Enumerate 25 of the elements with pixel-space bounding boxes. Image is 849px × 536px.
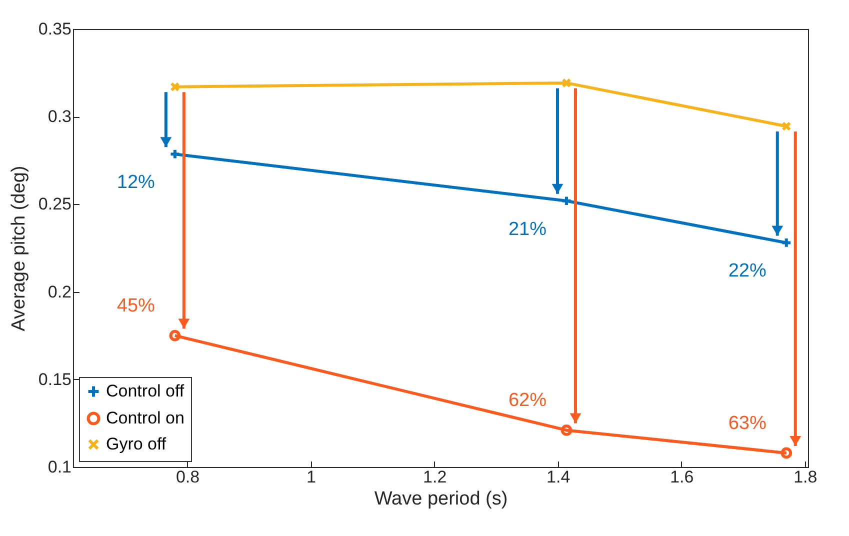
y-tick-label: 0.35 [38, 20, 72, 38]
x-tick-label: 1.6 [670, 468, 694, 486]
y-tick-label: 0.2 [48, 282, 72, 302]
y-tick-label: 0.15 [38, 370, 72, 389]
x-tick-label: 1.8 [794, 468, 818, 486]
y-tick-label: 0.25 [38, 194, 72, 214]
annotation: 45% [116, 296, 156, 317]
y-tick-label: 0.3 [48, 107, 72, 126]
y-tick-label: 0.1 [48, 458, 72, 476]
x-tick-label: 1.2 [423, 468, 447, 486]
legend-label: Control off [106, 382, 184, 400]
x-axis-title: Wave period (s) [374, 488, 508, 510]
point [560, 424, 572, 436]
annotation: 21% [508, 218, 547, 240]
annotation: 12% [116, 172, 156, 194]
x-tick-label: 1 [306, 468, 316, 486]
y-axis-title: Average pitch (deg) [8, 166, 30, 332]
annotation: 62% [508, 390, 547, 412]
x-tick-label: 0.8 [176, 468, 200, 486]
x-tick-label: 1.4 [546, 468, 570, 486]
point [562, 78, 572, 88]
legend-label: Control on [106, 408, 184, 428]
annotation: 63% [728, 412, 766, 434]
annotation: 22% [728, 260, 766, 282]
legend-label: Gyro off [106, 434, 166, 454]
